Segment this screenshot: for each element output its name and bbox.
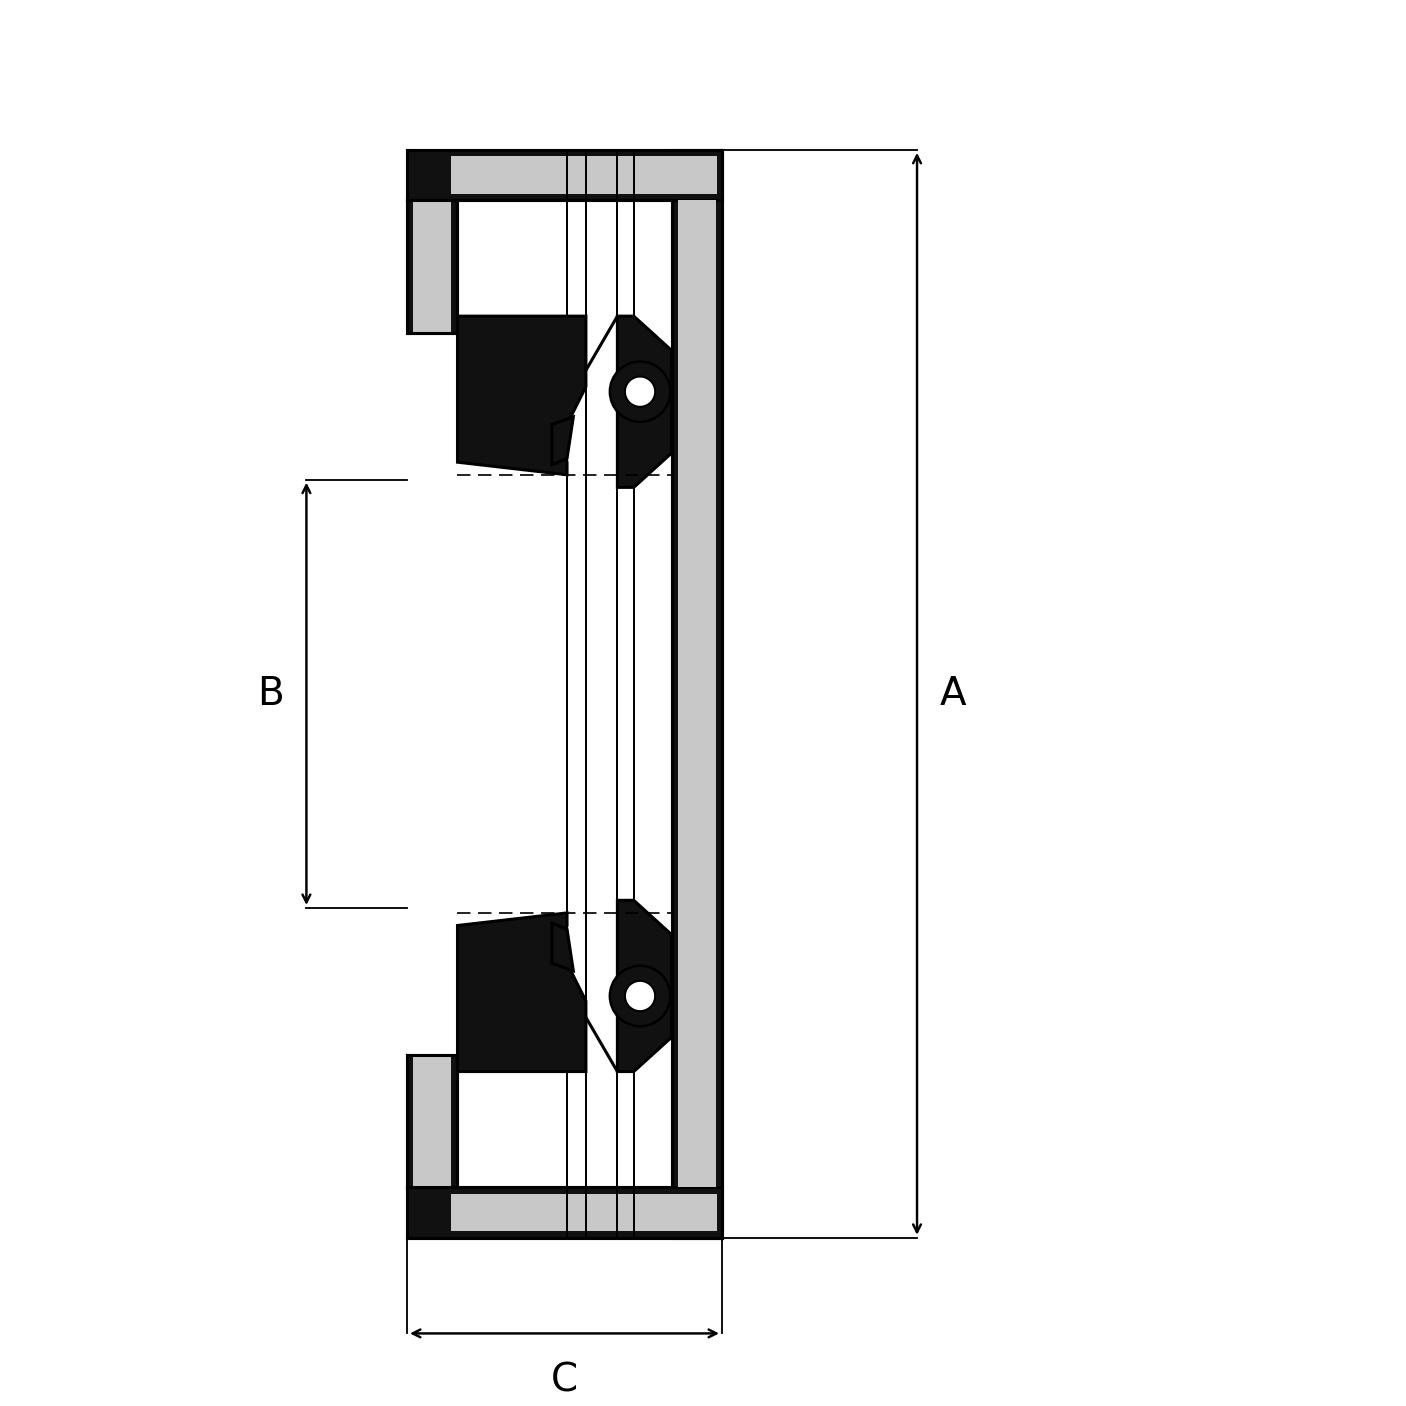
Polygon shape [408, 200, 457, 332]
Circle shape [624, 981, 655, 1011]
Circle shape [610, 361, 671, 422]
Polygon shape [451, 1194, 717, 1232]
Polygon shape [408, 150, 721, 200]
Polygon shape [451, 156, 717, 194]
Polygon shape [408, 1054, 457, 1188]
Polygon shape [457, 912, 586, 1071]
Polygon shape [413, 200, 451, 332]
Polygon shape [617, 316, 672, 488]
Polygon shape [617, 900, 672, 1071]
Polygon shape [457, 316, 586, 475]
Text: B: B [257, 675, 284, 713]
Polygon shape [413, 1054, 451, 1188]
Polygon shape [553, 922, 574, 970]
Text: C: C [551, 1361, 578, 1399]
Circle shape [624, 377, 655, 406]
Text: A: A [939, 675, 966, 713]
Circle shape [610, 966, 671, 1026]
Polygon shape [586, 316, 617, 370]
Polygon shape [408, 1188, 721, 1237]
Polygon shape [672, 150, 721, 1237]
Polygon shape [553, 416, 574, 465]
Polygon shape [586, 1018, 617, 1071]
Polygon shape [678, 200, 716, 1188]
